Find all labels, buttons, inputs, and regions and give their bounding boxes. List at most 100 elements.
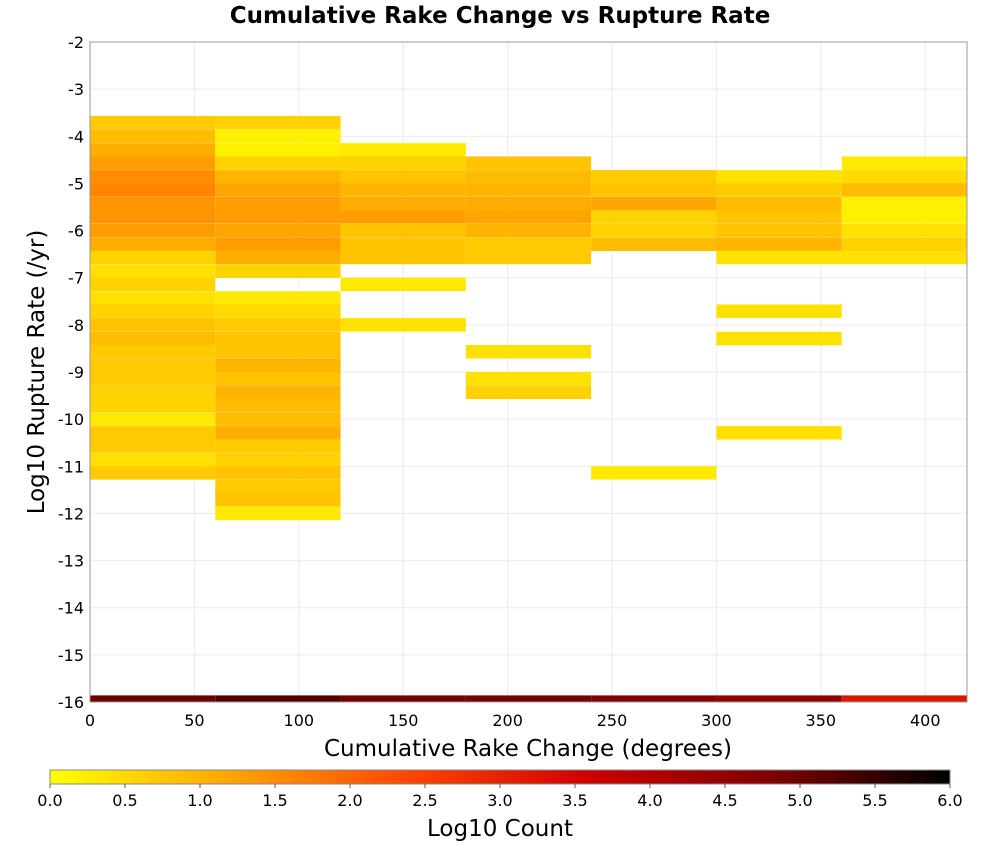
y-tick-label: -4 [68,127,84,146]
heatmap-cell [90,223,216,238]
y-tick-label: -5 [68,174,84,193]
x-tick-label: 200 [492,711,523,730]
heatmap-cell [716,170,842,184]
heatmap-cell [340,277,466,292]
y-tick-label: -8 [68,316,84,335]
x-tick-label: 150 [388,711,419,730]
heatmap-cell [340,156,466,170]
heatmap-cell [841,156,967,170]
heatmap-cell [215,223,341,238]
colorbar-tick-label: 5.0 [787,791,812,810]
y-tick-label: -10 [58,410,84,429]
heatmap-cell [841,196,967,211]
heatmap-cell [90,466,216,480]
x-tick-label: 0 [85,711,95,730]
heatmap-cell [215,331,341,346]
colorbar-tick-label: 1.5 [262,791,287,810]
chart-title: Cumulative Rake Change vs Rupture Rate [230,3,771,29]
heatmap-cell [465,210,592,224]
heatmap-cell [215,129,341,144]
heatmap-cell [215,506,341,521]
y-axis-ticks: -2 -3 -4 -5 -6 -7 -8 -9 -10 -11 -12 -13 -14 -15 -16 [58,33,84,712]
heatmap-cell [591,196,717,211]
y-tick-label: -11 [58,457,84,476]
heatmap-cell [90,385,216,400]
heatmap-cell [465,371,592,386]
colorbar-tick-label: 4.0 [637,791,662,810]
y-tick-label: -7 [68,269,84,288]
heatmap-cell [591,695,717,702]
heatmap-cell [465,344,592,359]
heatmap-cell [90,115,216,130]
heatmap-cell [215,170,341,184]
heatmap-cell [841,223,967,238]
heatmap-cell [716,250,842,265]
heatmap-cell [90,426,216,440]
colorbar-tick-label: 3.5 [562,791,587,810]
heatmap-cell [90,304,216,318]
heatmap-cell [90,439,216,453]
heatmap-cell [215,398,341,413]
colorbar-tick-label: 2.0 [337,791,362,810]
heatmap-cell [340,695,466,702]
heatmap-cell [340,210,466,224]
colorbar-ticks: 0.0 0.5 1.0 1.5 2.0 2.5 3.0 3.5 4.0 4.5 5.0 5.5 6.0 [37,784,963,810]
heatmap-cell [90,156,216,170]
heatmap-cell [215,156,341,170]
y-tick-label: -9 [68,363,84,382]
heatmap-cell [716,331,842,346]
y-tick-label: -6 [68,222,84,241]
heatmap-cell [465,250,592,265]
colorbar-tick-label: 3.0 [487,791,512,810]
heatmap-cell [90,250,216,265]
heatmap-cell [215,452,341,467]
heatmap-cell [215,318,341,332]
heatmap-cell [215,493,341,507]
heatmap-cell [90,695,216,702]
heatmap-cell [90,358,216,373]
y-tick-label: -15 [58,646,84,665]
heatmap-cell [90,412,216,426]
heatmap-cell [716,183,842,197]
heatmap-cell [215,466,341,480]
heatmap-cell [340,143,466,157]
heatmap-cell [841,250,967,265]
heatmap-cell [465,223,592,238]
heatmap-cell [215,426,341,440]
heatmap-cell [716,210,842,224]
heatmap-cell [465,385,592,400]
heatmap-cell [215,479,341,494]
heatmap-cell [215,304,341,318]
heatmap-cell [716,695,842,702]
colorbar-tick-label: 0.0 [37,791,62,810]
heatmap-cell [841,170,967,184]
heatmap-cell [841,210,967,224]
heatmap-cell [90,318,216,332]
heatmap-cell [90,398,216,413]
x-axis-label: Cumulative Rake Change (degrees) [324,736,732,762]
heatmap-cell [215,371,341,386]
colorbar-tick-label: 0.5 [112,791,137,810]
heatmap-cell [90,210,216,224]
heatmap-cell [465,156,592,170]
heatmap-cell [591,170,717,184]
heatmap-cell [465,237,592,251]
colorbar-tick-label: 2.5 [412,791,437,810]
plot-border [89,41,968,703]
heatmap-cell [716,426,842,440]
heatmap-cell [215,264,341,278]
y-tick-label: -14 [58,599,84,618]
y-tick-label: -13 [58,552,84,571]
heatmap-cell [90,183,216,197]
heatmap-cell [841,237,967,251]
heatmap-cell [90,264,216,278]
heatmap-cell [591,223,717,238]
heatmap-cell [591,183,717,197]
heatmap-cell [90,170,216,184]
heatmap-cell [90,196,216,211]
heatmap-cell [215,358,341,373]
heatmap-cell [465,196,592,211]
heatmap-cell [90,237,216,251]
heatmap-cells [90,115,967,702]
